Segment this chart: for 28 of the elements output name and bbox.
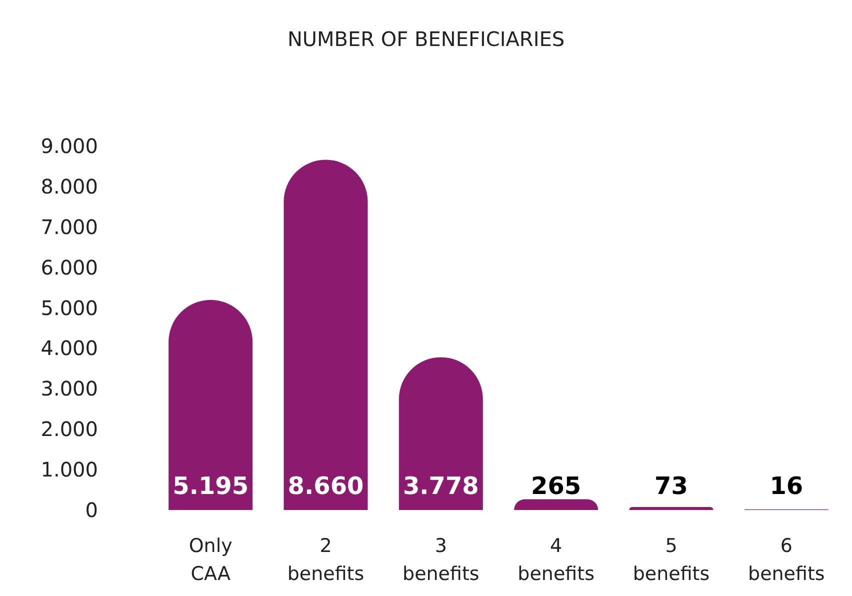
y-tick-label: 4.000 [40, 336, 98, 360]
y-tick-label: 1.000 [40, 458, 98, 482]
x-tick-label: 2 benefits [287, 535, 364, 585]
bar [284, 160, 368, 510]
data-label: 16 [770, 472, 804, 500]
x-tick-label: 3 benefits [402, 535, 480, 585]
data-label: 8.660 [288, 472, 364, 500]
y-tick-label: 8.000 [40, 174, 98, 198]
x-tick-label: 5 benefits [632, 535, 710, 585]
data-label: 3.778 [402, 472, 479, 500]
data-label: 5.195 [172, 472, 249, 500]
bar [629, 507, 714, 510]
x-tick-label: Only CAA [188, 535, 232, 585]
chart-title: NUMBER OF BENEFICIARIES [287, 27, 565, 51]
y-tick-label: 0 [85, 498, 98, 522]
data-label: 265 [531, 472, 582, 500]
y-tick-label: 3.000 [40, 376, 98, 401]
y-tick-label: 7.000 [40, 214, 98, 239]
y-tick-label: 5.000 [40, 296, 98, 320]
bar [514, 499, 598, 510]
y-tick-label: 9.000 [40, 134, 98, 158]
y-tick-label: 6.000 [40, 255, 98, 280]
bar [168, 300, 253, 510]
x-tick-label: 6 benefits [748, 535, 825, 585]
bar [398, 357, 483, 510]
y-tick-label: 2.000 [40, 417, 98, 442]
data-label: 73 [654, 472, 688, 500]
x-tick-label: 4 benefits [518, 535, 594, 585]
